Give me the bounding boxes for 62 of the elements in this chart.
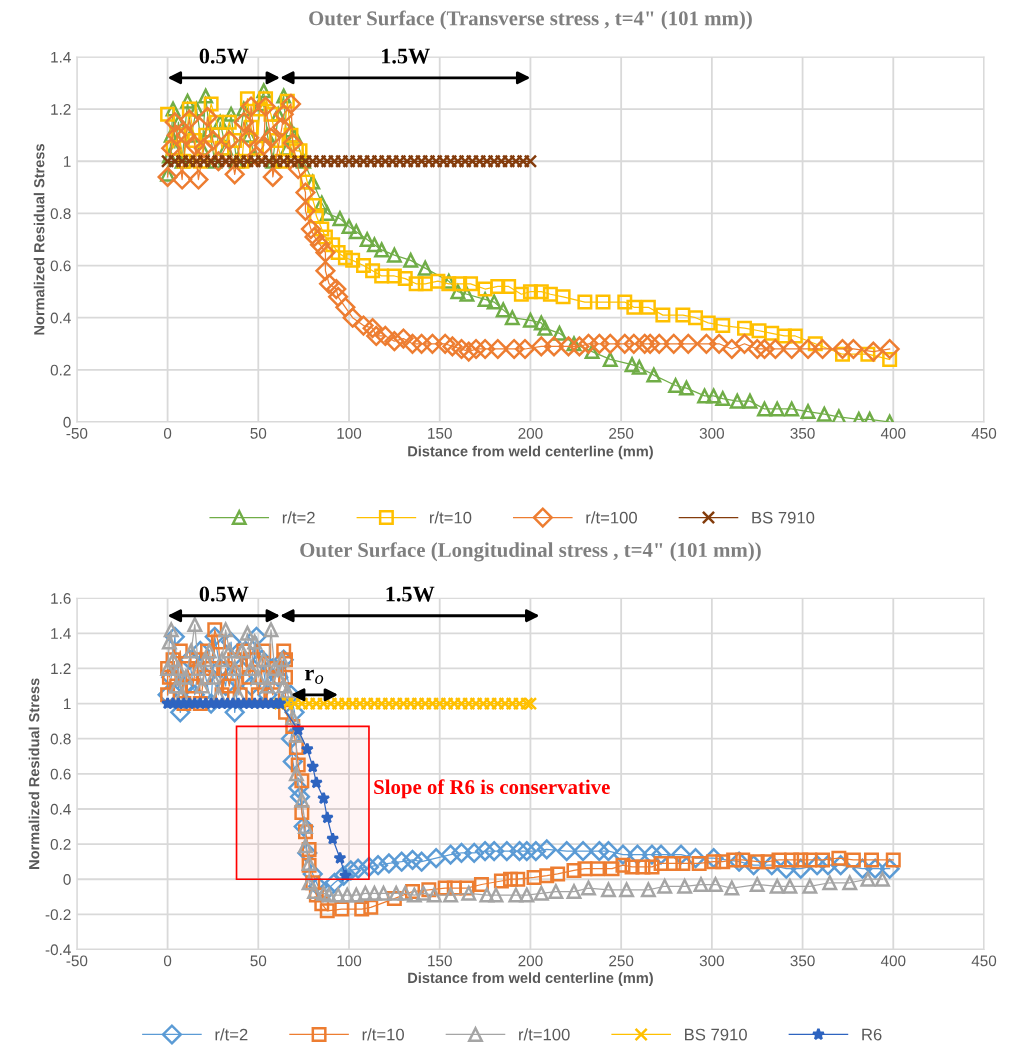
legend-label: r/t=100 (519, 1028, 570, 1041)
y-tick-label: 0 (63, 416, 71, 428)
y-axis-title: Normalized Residual Stress (28, 678, 40, 869)
x-axis-title: Distance from weld centerline (mm) (408, 972, 653, 986)
x-tick-label: 300 (699, 427, 725, 439)
x-tick-label: 450 (971, 427, 997, 439)
y-tick-label: 0.8 (50, 733, 71, 745)
y-tick-label: 1.4 (51, 52, 71, 63)
y-tick-label: 0.4 (50, 803, 71, 815)
chart-title: Outer Surface (Transverse stress , t=4" (101 mm)) (309, 10, 752, 30)
y-tick-label: 0.8 (50, 208, 71, 220)
x-tick-label: 200 (518, 955, 543, 967)
legend-label: r/t=10 (430, 511, 472, 524)
x-tick-label: 250 (609, 427, 634, 439)
x-tick-label: -50 (66, 955, 88, 967)
y-tick-label: 0.2 (50, 838, 71, 850)
x-tick-label: 200 (518, 427, 543, 439)
annotation: 1.5W (386, 586, 435, 602)
x-axis-title: Distance from weld centerline (mm) (408, 445, 653, 460)
x-tick-label: 450 (971, 955, 997, 967)
y-tick-label: -0.2 (45, 909, 71, 921)
x-tick-label: 350 (790, 427, 815, 439)
x-tick-label: 150 (428, 427, 452, 439)
y-tick-label: -0.4 (45, 944, 71, 956)
y-tick-label: 1.2 (51, 103, 71, 115)
x-tick-label: 350 (790, 955, 815, 967)
x-tick-label: 50 (250, 955, 267, 967)
x-tick-label: 400 (880, 955, 906, 967)
y-tick-label: 0 (63, 874, 71, 885)
x-tick-label: 0 (163, 955, 172, 967)
annotation: 0.5W (199, 48, 249, 64)
x-tick-label: 50 (250, 427, 267, 439)
legend-label: r/t=2 (282, 511, 315, 524)
x-tick-label: -50 (66, 427, 88, 439)
legend-label: r/t=2 (215, 1028, 248, 1041)
x-tick-label: 150 (428, 955, 452, 967)
annotation: r$_{o}$ (305, 669, 324, 684)
legend-label: BS 7910 (685, 1028, 747, 1041)
y-tick-label: 1 (63, 156, 71, 167)
y-tick-label: 0.4 (50, 312, 71, 324)
annotation: 1.5W (382, 48, 430, 64)
x-tick-label: 400 (880, 427, 906, 439)
y-tick-label: 0.6 (50, 768, 71, 780)
y-tick-label: 1.4 (51, 628, 71, 639)
y-tick-label: 0.2 (50, 364, 71, 376)
y-tick-label: 1 (63, 698, 71, 710)
x-tick-label: 100 (337, 427, 362, 439)
legend-label: r/t=100 (586, 511, 637, 524)
legend-label: R6 (862, 1028, 882, 1041)
y-tick-label: 1.2 (51, 663, 71, 674)
x-tick-label: 250 (609, 955, 634, 967)
x-tick-label: 0 (163, 427, 172, 439)
legend-label: r/t=10 (362, 1028, 404, 1041)
annotation: 0.5W (199, 586, 249, 602)
y-tick-label: 1.6 (51, 593, 71, 604)
x-tick-label: 100 (337, 955, 362, 967)
y-tick-label: 0.6 (50, 260, 71, 272)
legend-label: BS 7910 (752, 511, 815, 524)
x-tick-label: 300 (699, 955, 725, 967)
band-label: Slope of R6 is conservative (374, 779, 610, 799)
y-axis-title: Normalized Residual Stress (33, 144, 45, 335)
chart-title: Outer Surface (Longitudinal stress , t=4" (101 mm)) (300, 542, 761, 562)
